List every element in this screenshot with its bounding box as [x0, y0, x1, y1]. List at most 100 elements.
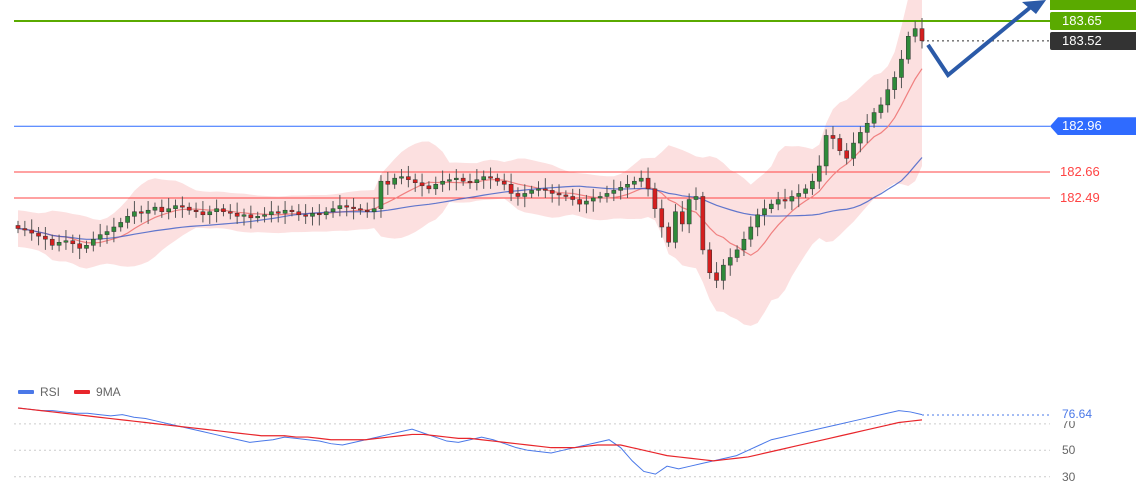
legend-swatch-rsi — [18, 390, 34, 394]
price-tag-current: 183.52 — [1050, 31, 1136, 50]
candle-body — [679, 211, 685, 225]
candle-body — [707, 249, 713, 274]
candle-body — [70, 240, 76, 245]
rsi-current-value: 76.64 — [1062, 407, 1093, 422]
legend-item-9ma: 9MA — [74, 385, 121, 399]
candle-body — [275, 211, 281, 214]
candle-body — [84, 245, 89, 249]
candle-body — [351, 206, 356, 209]
candle-body — [522, 193, 528, 197]
candle-body — [645, 177, 651, 190]
candle-body — [810, 180, 815, 190]
candle-body — [378, 180, 384, 209]
candle-body — [536, 188, 541, 191]
candle-body — [590, 197, 596, 202]
candle-body — [597, 196, 603, 199]
rsi-tick-label: 50 — [1062, 443, 1076, 458]
candle-body — [885, 89, 891, 106]
candle-body — [440, 180, 445, 185]
price-tag-resistance: 183.65 — [1050, 12, 1136, 30]
candle-body — [317, 213, 322, 216]
candle-body — [501, 180, 507, 185]
candle-body — [727, 257, 733, 266]
candle-body — [63, 240, 69, 243]
candle-body — [508, 184, 514, 194]
candle-body — [858, 132, 863, 144]
candle-body — [173, 205, 178, 209]
candle-body — [892, 77, 897, 90]
resistance-tag-upper — [1050, 0, 1136, 10]
candle-body — [303, 214, 308, 217]
candle-body — [659, 208, 665, 228]
candle-body — [29, 229, 35, 234]
candle-body — [755, 214, 760, 228]
candle-body — [180, 205, 185, 208]
candle-body — [193, 209, 199, 212]
candle-body — [577, 199, 582, 205]
legend-item-rsi: RSI — [18, 385, 60, 399]
candle-body — [714, 272, 719, 281]
candle-body — [323, 211, 329, 216]
forecast-arrow — [926, 4, 1034, 78]
forecast-arrow-head — [1022, 0, 1046, 14]
candle-body — [515, 193, 521, 197]
candle-body — [864, 122, 870, 133]
candle-body — [262, 214, 267, 217]
candle-body — [412, 179, 418, 183]
candle-body — [406, 176, 411, 180]
rsi-tick-label: 30 — [1062, 469, 1076, 484]
candle-body — [652, 188, 658, 209]
legend-label-9ma: 9MA — [96, 385, 121, 399]
candle-body — [686, 199, 692, 225]
candle-body — [673, 211, 678, 243]
candle-body — [77, 243, 82, 249]
candle-body — [399, 176, 404, 179]
candle-body — [385, 180, 391, 185]
candle-body — [851, 142, 856, 159]
candle-body — [604, 193, 610, 197]
candle-body — [426, 185, 432, 190]
candle-body — [481, 176, 487, 180]
level-label-support1: 182.66 — [1060, 164, 1100, 180]
candle-body — [823, 135, 829, 167]
candle-body — [255, 216, 261, 219]
candle-body — [138, 211, 144, 214]
candle-body — [721, 264, 726, 281]
candle-body — [830, 135, 836, 139]
candle-body — [358, 208, 363, 211]
candle-body — [371, 208, 377, 212]
candle-body — [474, 179, 480, 183]
candle-body — [632, 180, 637, 185]
candle-body — [310, 213, 315, 217]
candle-body — [769, 203, 774, 209]
candle-body — [241, 214, 247, 217]
candle-body — [344, 205, 350, 208]
candle-body — [495, 177, 500, 182]
candle-body — [570, 196, 576, 200]
candle-body — [207, 211, 213, 216]
candle-body — [762, 208, 767, 216]
candle-body — [91, 238, 96, 246]
candle-body — [364, 209, 370, 212]
candle-body — [104, 231, 110, 235]
candle-body — [878, 104, 884, 113]
candle-body — [419, 182, 425, 187]
candle-body — [666, 226, 671, 243]
candle-body — [43, 235, 48, 240]
candle-body — [186, 206, 192, 211]
candle-body — [282, 209, 288, 214]
candle-body — [269, 211, 274, 216]
candle-body — [227, 211, 233, 214]
candle-body — [289, 209, 295, 212]
candle-body — [221, 208, 226, 212]
candle-body — [584, 200, 589, 205]
candle-body — [899, 58, 904, 78]
candle-body — [844, 150, 849, 159]
candle-body — [453, 177, 459, 180]
candle-body — [741, 238, 747, 251]
candle-body — [200, 211, 206, 216]
candle-body — [166, 208, 171, 212]
candle-body — [132, 211, 137, 217]
